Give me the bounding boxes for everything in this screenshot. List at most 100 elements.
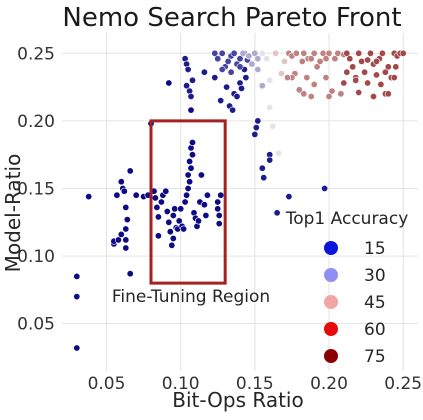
scatter-point	[254, 55, 262, 63]
scatter-point	[200, 201, 208, 209]
scatter-point	[203, 191, 211, 199]
legend-marker	[324, 349, 338, 363]
scatter-point	[254, 117, 262, 125]
scatter-point	[165, 218, 173, 226]
data-points	[73, 49, 407, 352]
scatter-point	[258, 164, 266, 172]
scatter-point	[202, 212, 210, 220]
scatter-point	[298, 57, 306, 65]
scatter-point	[154, 213, 162, 221]
scatter-point	[186, 157, 194, 165]
legend-title: Top1 Accuracy	[285, 209, 409, 229]
legend-marker	[324, 241, 338, 255]
scatter-point	[334, 49, 342, 57]
scatter-point	[369, 93, 377, 101]
scatter-point	[73, 344, 81, 352]
scatter-point	[123, 216, 131, 224]
scatter-point	[126, 270, 134, 278]
scatter-point	[157, 198, 165, 206]
y-tick-label: 0.20	[17, 112, 55, 132]
scatter-point	[292, 49, 300, 57]
scatter-point	[120, 187, 128, 195]
x-tick-label: 0.15	[236, 374, 274, 394]
scatter-point	[273, 209, 281, 217]
scatter-point	[340, 79, 348, 87]
fine-tuning-annotation: Fine-Tuning Region	[112, 119, 270, 307]
legend-label: 45	[364, 293, 386, 313]
scatter-point	[175, 217, 183, 225]
scatter-point	[184, 66, 192, 74]
scatter-point	[187, 106, 195, 114]
scatter-point	[122, 225, 130, 233]
scatter-point	[187, 93, 195, 101]
scatter-point	[364, 79, 372, 87]
scatter-point	[214, 55, 222, 63]
scatter-point	[224, 57, 232, 65]
scatter-point	[277, 70, 285, 78]
scatter-point	[184, 171, 192, 179]
scatter-point	[378, 49, 386, 57]
scatter-point	[266, 156, 274, 164]
scatter-point	[183, 82, 191, 90]
scatter-point	[325, 93, 333, 101]
scatter-point	[233, 93, 241, 101]
scatter-point	[252, 124, 260, 132]
scatter-point	[132, 191, 140, 199]
legend: Top1 Accuracy 15 30 45 60 75	[285, 209, 409, 367]
scatter-point	[358, 57, 366, 65]
scatter-point	[266, 76, 274, 84]
scatter-point	[251, 49, 259, 57]
y-tick-label: 0.05	[17, 315, 55, 335]
scatter-point	[283, 74, 291, 82]
scatter-point	[195, 217, 203, 225]
scatter-point	[218, 66, 226, 74]
legend-marker	[324, 268, 338, 282]
scatter-point	[331, 55, 339, 63]
scatter-point	[163, 208, 171, 216]
scatter-point	[381, 68, 389, 76]
scatter-point	[197, 171, 205, 179]
scatter-point	[275, 149, 283, 157]
scatter-point	[73, 272, 81, 280]
scatter-point	[169, 212, 177, 220]
scatter-point	[211, 49, 219, 57]
scatter-point	[177, 205, 185, 213]
scatter-point	[384, 63, 392, 71]
scatter-point	[328, 87, 336, 95]
scatter-point	[352, 76, 360, 84]
scatter-point	[184, 185, 192, 193]
scatter-point	[214, 198, 222, 206]
scatter-point	[73, 293, 81, 301]
legend-label: 60	[364, 320, 386, 340]
legend-marker	[324, 322, 338, 336]
scatter-point	[187, 164, 195, 172]
y-tick-label: 0.10	[17, 247, 55, 267]
scatter-point	[254, 66, 262, 74]
x-axis-label: Bit-Ops Ratio	[172, 388, 303, 412]
scatter-point	[217, 191, 225, 199]
scatter-point	[300, 90, 308, 98]
scatter-point	[183, 191, 191, 199]
scatter-point	[390, 74, 398, 82]
scatter-point	[85, 193, 93, 201]
scatter-point	[126, 167, 134, 175]
scatter-point	[258, 49, 266, 57]
scatter-point	[343, 49, 351, 57]
scatter-point	[322, 74, 330, 82]
scatter-point	[343, 68, 351, 76]
scatter-point	[227, 68, 235, 76]
legend-marker	[324, 295, 338, 309]
scatter-point	[171, 205, 179, 213]
scatter-point	[399, 49, 407, 57]
scatter-point	[113, 191, 121, 199]
scatter-point	[313, 63, 321, 71]
scatter-point	[364, 56, 372, 64]
scatter-point	[349, 63, 357, 71]
scatter-point	[346, 55, 354, 63]
fine-tuning-region-label: Fine-Tuning Region	[112, 287, 270, 307]
scatter-point	[122, 203, 130, 211]
scatter-point	[223, 83, 231, 91]
scatter-point	[230, 49, 238, 57]
scatter-point	[384, 90, 392, 98]
